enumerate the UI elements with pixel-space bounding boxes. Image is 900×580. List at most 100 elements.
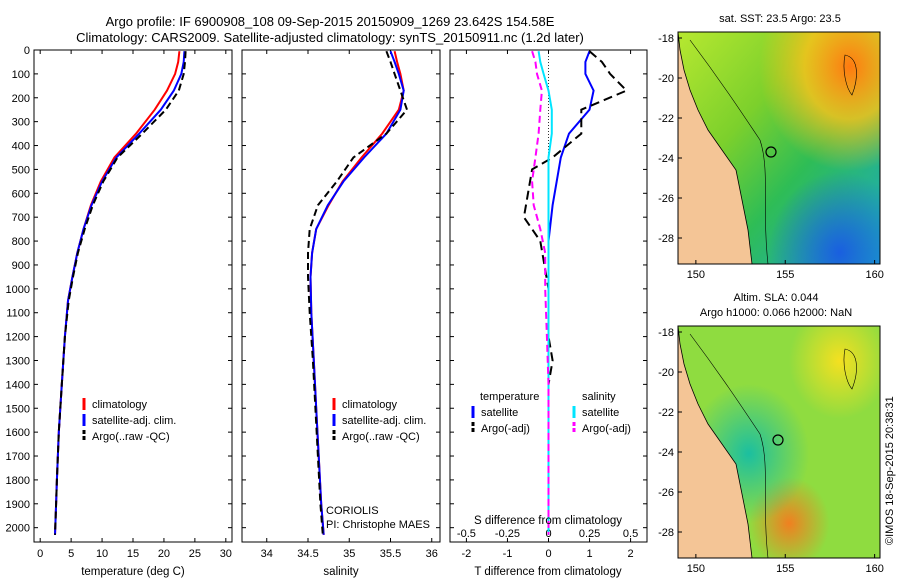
depth-tick-label: 1100 — [6, 308, 30, 320]
x-tick-label: 36 — [426, 548, 438, 560]
depth-tick-label: 400 — [12, 141, 30, 153]
depth-tick-label: 1600 — [6, 427, 30, 439]
x-tick-label: 30 — [220, 548, 232, 560]
sla-argo-marker — [772, 434, 784, 446]
legend-argo: Argo(..raw -QC) — [342, 431, 420, 443]
depth-tick-label: 800 — [12, 236, 30, 248]
x-tick-label: 1 — [586, 548, 592, 560]
header-line-2: Climatology: CARS2009. Satellite-adjuste… — [76, 30, 584, 45]
lat-tick-label: -26 — [658, 193, 674, 205]
series-line-satellite-adj-clim- — [54, 51, 186, 535]
lat-tick-label: -24 — [658, 447, 674, 459]
lat-tick-label: -20 — [658, 73, 674, 85]
series-line-satellite — [537, 51, 553, 535]
sla-bathymetry — [689, 333, 769, 559]
s-tick-label: 0.25 — [579, 528, 600, 540]
lat-tick-label: -18 — [658, 327, 674, 339]
temperature-axes-frame — [33, 49, 233, 543]
depth-tick-label: 1000 — [6, 284, 30, 296]
temperature-x-axis: 0 5 10 15 20 25 30 — [37, 50, 232, 560]
depth-tick-label: 100 — [12, 69, 30, 81]
series-line-argo-adj- — [522, 50, 629, 535]
lon-tick-label: 160 — [865, 269, 883, 281]
depth-axis: 0 100 200 300 400 500 600 700 800 900 1000 1100 1200… — [6, 45, 232, 535]
sst-lon-ticks: 150 155 160 — [687, 260, 884, 281]
sst-map-frame — [677, 31, 881, 265]
difference-depth-ticks — [450, 49, 647, 529]
sst-reef-contour — [843, 54, 857, 96]
difference-s-axis: -0.5-0.2500.250.5 — [457, 528, 638, 540]
sla-map-title-2: Argo h1000: 0.066 h2000: NaN — [700, 307, 852, 319]
salinity-lines — [307, 50, 409, 535]
x-tick-label: 25 — [189, 548, 201, 560]
x-tick-label: 34 — [261, 548, 273, 560]
sst-map-title: sat. SST: 23.5 Argo: 23.5 — [719, 13, 841, 25]
x-tick-label: 20 — [158, 548, 170, 560]
x-tick-label: -2 — [462, 548, 472, 560]
sst-bathymetry — [689, 39, 769, 265]
legend-argo: Argo(..raw -QC) — [92, 431, 170, 443]
lon-tick-label: 160 — [865, 563, 883, 575]
temperature-panel: 0100200300400500600700800900100011001200… — [6, 45, 233, 578]
sst-argo-marker — [765, 146, 777, 158]
x-tick-label: -1 — [503, 548, 513, 560]
depth-tick-label: 500 — [12, 164, 30, 176]
difference-lines — [522, 50, 629, 535]
lat-tick-label: -26 — [658, 487, 674, 499]
x-tick-label: 0 — [37, 548, 43, 560]
depth-tick-label: 1300 — [6, 355, 30, 367]
lat-tick-label: -24 — [658, 153, 674, 165]
sla-lon-ticks: 150 155 160 — [687, 554, 884, 575]
s-tick-label: -0.25 — [495, 528, 520, 540]
legend-header-salinity: salinity — [582, 391, 616, 403]
depth-tick-label: 700 — [12, 212, 30, 224]
series-line-argo-adj- — [531, 50, 550, 535]
series-line-satellite-adj-clim- — [309, 50, 405, 535]
lat-tick-label: -18 — [658, 33, 674, 45]
series-line-argo-raw-qc- — [307, 50, 409, 535]
depth-tick-label: 0 — [24, 45, 30, 57]
depth-tick-label: 200 — [12, 93, 30, 105]
sla-map-title-1: Altim. SLA: 0.044 — [734, 292, 819, 304]
legend-s-satellite: satellite — [582, 407, 619, 419]
legend-climatology: climatology — [92, 399, 148, 411]
sst-lat-ticks: -18 -20 -22 -24 -26 -28 — [658, 33, 682, 245]
lat-tick-label: -22 — [658, 113, 674, 125]
salinity-legend: climatology satellite-adj. clim. Argo(..… — [332, 398, 426, 443]
lon-tick-label: 155 — [776, 563, 794, 575]
lon-tick-label: 150 — [687, 269, 705, 281]
legend-satellite: satellite-adj. clim. — [92, 415, 176, 427]
depth-tick-label: 900 — [12, 260, 30, 272]
depth-tick-label: 1800 — [6, 475, 30, 487]
depth-tick-label: 1500 — [6, 403, 30, 415]
salinity-xlabel: salinity — [323, 566, 358, 578]
series-line-argo-raw-qc- — [54, 51, 187, 535]
sst-map-panel: sat. SST: 23.5 Argo: 23.5 -18 -20 -22 -24 -2… — [658, 13, 884, 281]
depth-tick-label: 1900 — [6, 499, 30, 511]
lat-tick-label: -28 — [658, 527, 674, 539]
sla-map-frame — [677, 325, 881, 559]
salinity-x-axis: 34 34.5 35 35.5 36 — [261, 50, 438, 560]
depth-tick-label: 1400 — [6, 379, 30, 391]
legend-s-argo: Argo(-adj) — [582, 423, 631, 435]
legend-climatology: climatology — [342, 399, 398, 411]
annotation-coriolis: CORIOLIS — [326, 505, 379, 517]
difference-xlabel: T difference from climatology — [474, 566, 621, 578]
depth-tick-label: 1200 — [6, 332, 30, 344]
x-tick-label: 0 — [545, 548, 551, 560]
s-tick-label: 0.5 — [623, 528, 638, 540]
depth-tick-label: 600 — [12, 188, 30, 200]
sla-lat-ticks: -18 -20 -22 -24 -26 -28 — [658, 327, 682, 539]
x-tick-label: 35.5 — [380, 548, 401, 560]
lon-tick-label: 155 — [776, 269, 794, 281]
lat-tick-label: -20 — [658, 367, 674, 379]
legend-header-temperature: temperature — [480, 391, 539, 403]
legend-satellite: satellite-adj. clim. — [342, 415, 426, 427]
depth-tick-label: 300 — [12, 117, 30, 129]
legend-t-satellite: satellite — [481, 407, 518, 419]
salinity-depth-ticks — [242, 49, 440, 529]
lat-tick-label: -28 — [658, 233, 674, 245]
imos-credit: ©IMOS 18-Sep-2015 20:38:31 — [884, 396, 896, 545]
